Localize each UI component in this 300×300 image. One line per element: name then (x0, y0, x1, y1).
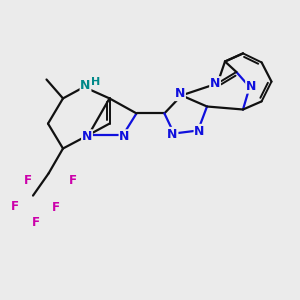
Text: H: H (91, 76, 100, 87)
Text: N: N (167, 128, 178, 141)
Text: F: F (11, 200, 18, 213)
Text: F: F (52, 201, 59, 214)
Text: N: N (80, 79, 91, 92)
Text: F: F (69, 174, 76, 187)
Text: N: N (175, 87, 185, 101)
Text: N: N (82, 130, 92, 143)
Text: N: N (119, 130, 130, 143)
Text: N: N (210, 77, 220, 90)
Text: N: N (246, 80, 256, 93)
Text: F: F (32, 215, 40, 229)
Text: F: F (24, 174, 32, 187)
Text: N: N (194, 124, 205, 138)
